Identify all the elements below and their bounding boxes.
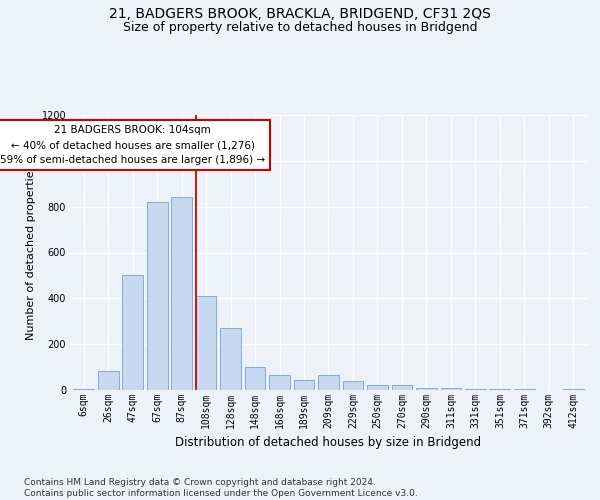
Bar	[440, 388, 461, 390]
Text: 21 BADGERS BROOK: 104sqm
← 40% of detached houses are smaller (1,276)
59% of sem: 21 BADGERS BROOK: 104sqm ← 40% of detach…	[0, 126, 265, 165]
Text: Contains HM Land Registry data © Crown copyright and database right 2024.
Contai: Contains HM Land Registry data © Crown c…	[24, 478, 418, 498]
Bar	[367, 386, 388, 390]
Y-axis label: Number of detached properties: Number of detached properties	[26, 165, 36, 340]
Bar	[73, 389, 94, 390]
Bar	[392, 386, 412, 390]
Text: Size of property relative to detached houses in Bridgend: Size of property relative to detached ho…	[123, 21, 477, 34]
Bar	[245, 367, 265, 390]
Bar	[514, 389, 535, 390]
Bar	[465, 389, 486, 390]
Text: 21, BADGERS BROOK, BRACKLA, BRIDGEND, CF31 2QS: 21, BADGERS BROOK, BRACKLA, BRIDGEND, CF…	[109, 8, 491, 22]
Bar	[269, 375, 290, 390]
Bar	[293, 380, 314, 390]
Bar	[122, 276, 143, 390]
Bar	[98, 370, 119, 390]
Bar	[147, 202, 167, 390]
Bar	[490, 389, 510, 390]
Bar	[171, 198, 192, 390]
Bar	[220, 328, 241, 390]
Bar	[416, 388, 437, 390]
Bar	[563, 389, 584, 390]
X-axis label: Distribution of detached houses by size in Bridgend: Distribution of detached houses by size …	[175, 436, 482, 450]
Bar	[343, 381, 364, 390]
Bar	[196, 296, 217, 390]
Bar	[318, 375, 339, 390]
